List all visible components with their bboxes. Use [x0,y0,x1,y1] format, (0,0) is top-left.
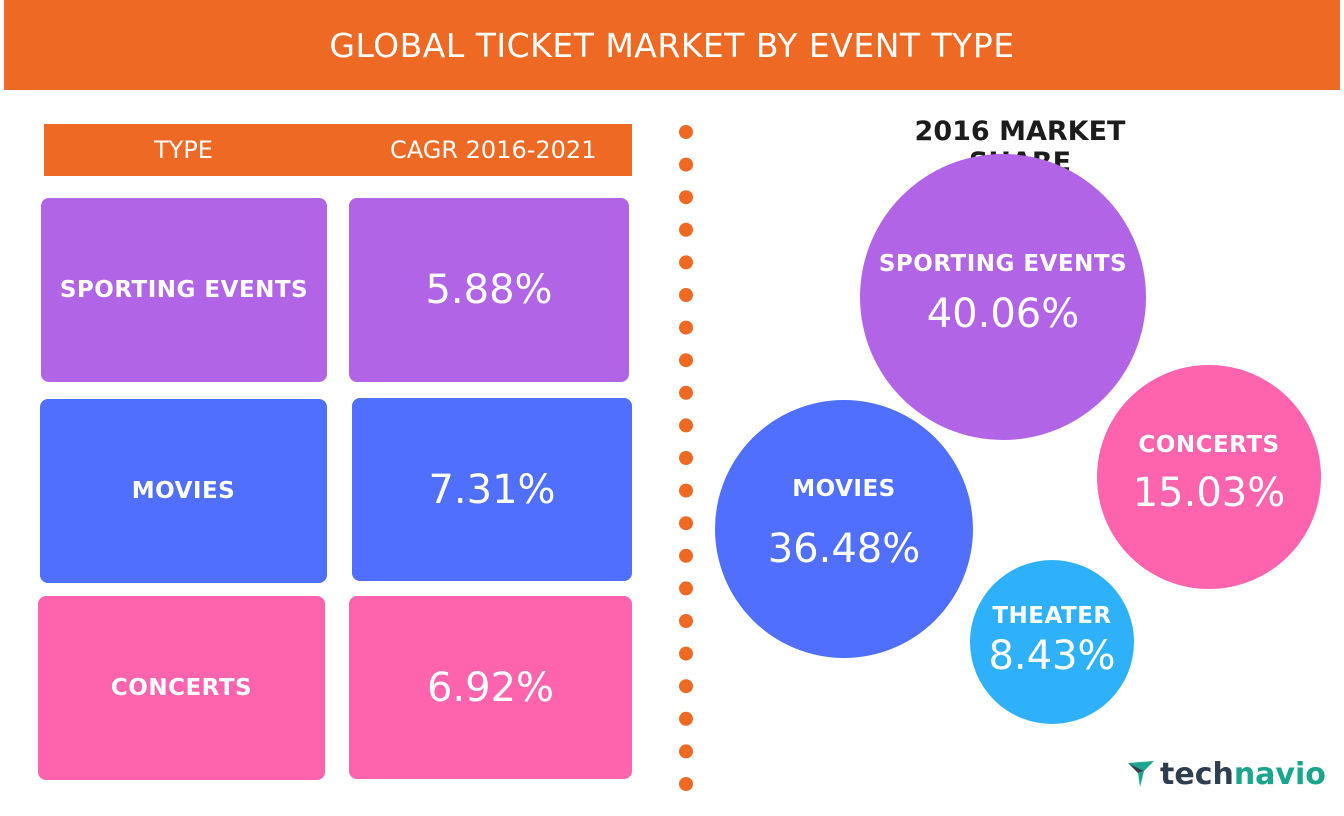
divider-dot [679,483,693,498]
bubble-label: CONCERTS [1138,432,1280,458]
bubble-concerts: CONCERTS 15.03% [1097,365,1321,589]
table-cell-cagr: 5.88% [349,198,629,382]
table-header: TYPE CAGR 2016-2021 [44,124,632,176]
table-cell-cagr: 7.31% [352,398,632,581]
divider-dot [679,679,693,694]
column-header-cagr: CAGR 2016-2021 [390,136,597,164]
bubble-label: SPORTING EVENTS [878,251,1128,277]
row-value-sporting-events: 5.88% [425,267,553,313]
row-label-concerts: CONCERTS [110,675,253,701]
row-value-concerts: 6.92% [426,664,555,711]
divider-dot [679,614,693,628]
divider-dot [679,125,693,139]
table-cell-type: CONCERTS [38,596,325,780]
row-label-sporting-events: SPORTING EVENTS [59,277,309,303]
title-banner: GLOBAL TICKET MARKET BY EVENT TYPE [4,0,1340,90]
bubble-value: 40.06% [926,291,1080,337]
divider-dot [679,418,693,433]
divider-dot [679,320,693,335]
divider-dot [679,548,693,563]
divider-dot [679,157,693,172]
row-label-movies: MOVIES [131,478,236,504]
divider-dot [679,190,693,205]
table-cell-cagr: 6.92% [349,596,632,779]
divider-dot [679,353,693,368]
column-header-type: TYPE [154,136,213,164]
divider-dot [679,516,693,531]
bubble-movies: MOVIES 36.48% [715,400,973,658]
bubble-label: MOVIES [792,476,896,502]
divider-dot [679,646,693,661]
bubble-theater: THEATER 8.43% [970,560,1134,724]
technavio-logo: technavio [1126,754,1326,794]
divider-dot [679,385,693,400]
divider-dot [679,222,693,237]
logo-text-navio: navio [1233,756,1326,792]
divider-dot [679,288,693,302]
divider-dot [679,451,693,465]
logo-text-tech: tech [1160,756,1234,792]
table-cell-type: SPORTING EVENTS [41,198,327,382]
bubble-value: 15.03% [1132,470,1286,516]
bubble-sporting-events: SPORTING EVENTS 40.06% [860,154,1146,440]
bubble-value: 36.48% [767,526,921,572]
divider-dot [679,711,693,726]
divider-dot [679,255,693,270]
row-value-movies: 7.31% [428,466,556,513]
divider-dot [679,581,693,596]
divider-dot [679,777,693,791]
technavio-logo-icon [1128,761,1154,787]
table-cell-type: MOVIES [40,399,327,583]
divider-dot [679,744,693,759]
bubble-value: 8.43% [988,633,1116,679]
chart-title: GLOBAL TICKET MARKET BY EVENT TYPE [329,25,1015,65]
bubble-label: THEATER [992,603,1112,629]
